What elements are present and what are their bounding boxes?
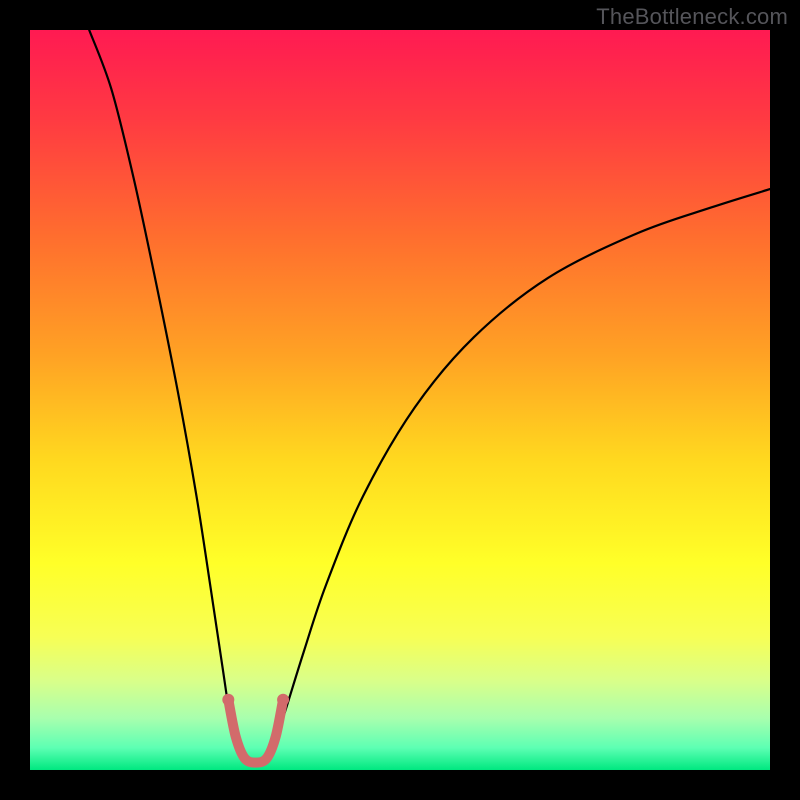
- chart-svg: [30, 30, 770, 770]
- chart-frame: TheBottleneck.com: [0, 0, 800, 800]
- plot-area: [30, 30, 770, 770]
- gradient-background: [30, 30, 770, 770]
- watermark-text: TheBottleneck.com: [596, 4, 788, 30]
- trough-endpoint-right: [277, 694, 289, 706]
- trough-endpoint-left: [222, 694, 234, 706]
